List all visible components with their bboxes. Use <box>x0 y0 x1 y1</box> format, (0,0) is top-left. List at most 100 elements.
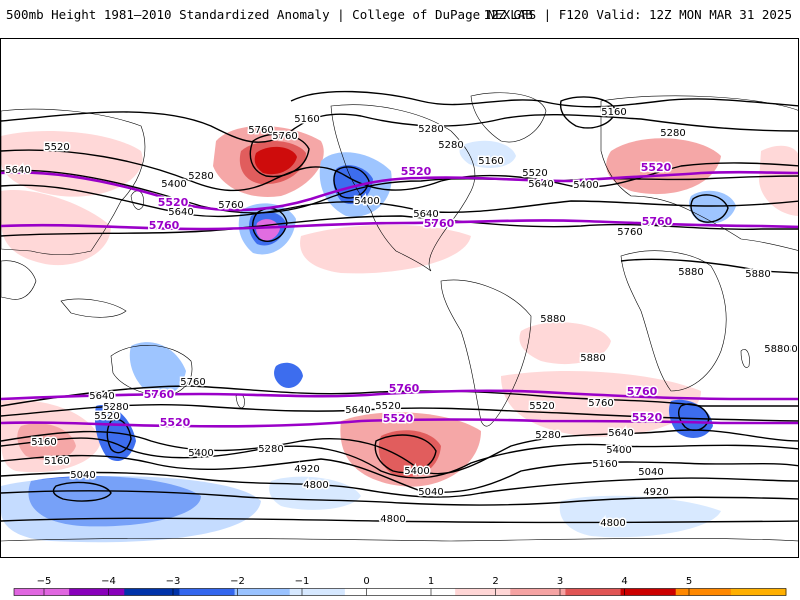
contour-label-5520: 5520 <box>375 401 400 412</box>
legend-tick-label: 4 <box>621 576 627 587</box>
contour-label-5880: 5880 <box>772 344 797 355</box>
contour-northern-5400 <box>1 149 798 192</box>
contour-label-4800: 4800 <box>303 480 328 491</box>
highlight-contour-label-5520: 5520 <box>160 416 191 429</box>
contour-label-5640: 5640 <box>5 165 30 176</box>
highlight-contour-label-5520: 5520 <box>158 196 189 209</box>
contour-label-5280: 5280 <box>535 430 560 441</box>
positive-anomaly-asia <box>1 190 111 266</box>
contour-label-5400: 5400 <box>354 196 379 207</box>
eurasia-coast <box>600 95 798 251</box>
contour-southern-5760 <box>1 385 798 407</box>
legend-tick-label: −1 <box>295 576 310 587</box>
australia-coast <box>110 345 193 397</box>
contour-northern-5520 <box>1 169 798 214</box>
contour-southern-5040 <box>1 471 798 498</box>
negative-anomaly-south-pacific-small <box>274 362 303 388</box>
contour-southern-5640 <box>1 403 798 422</box>
contour-label-5280: 5280 <box>103 402 128 413</box>
anomaly-shading <box>1 125 798 543</box>
india-coast <box>1 260 37 300</box>
contour-label-5280: 5280 <box>660 128 685 139</box>
map-title: 500mb Height 1981–2010 Standardized Anom… <box>6 7 533 22</box>
contour-label-5520: 5520 <box>94 411 119 422</box>
legend-tick-label: −3 <box>166 576 181 587</box>
highlight-south-5760 <box>1 389 798 401</box>
legend-tick-labels: −5 −4 −3 −2 −1 0 1 2 3 4 5 <box>37 576 693 587</box>
contour-label-5880: 5880 <box>764 344 789 355</box>
contour-label-5640: 5640 <box>168 207 193 218</box>
contour-label-5400: 5400 <box>161 179 186 190</box>
contour-label-5640: 5640 <box>345 405 370 416</box>
highlight-contour-label-5760: 5760 <box>642 215 673 228</box>
closed-contour-asia <box>559 96 617 129</box>
contour-label-4800: 4800 <box>600 518 625 529</box>
positive-anomaly-south-america <box>519 322 611 365</box>
closed-low-south-indian <box>106 418 132 454</box>
legend-color-swatch <box>344 588 401 596</box>
contour-label-5400: 5400 <box>188 448 213 459</box>
closed-low-antarctic <box>52 481 112 502</box>
indonesia-coast <box>60 298 127 318</box>
contour-label-layer: 5160528051605280552056405400528056405760… <box>4 106 798 531</box>
legend-tick-label: 3 <box>557 576 563 587</box>
negative-anomaly-south-pacific-band <box>269 476 361 510</box>
legend-color-swatch <box>400 588 456 596</box>
legend-tick-label: 5 <box>686 576 692 587</box>
contour-northern-5640 <box>1 184 798 218</box>
contour-label-5760: 5760 <box>617 227 642 238</box>
africa-coast <box>620 250 727 392</box>
contour-label-4920: 4920 <box>294 464 319 475</box>
run-info: 12Z GFS | F120 Valid: 12Z MON MAR 31 202… <box>483 7 792 22</box>
contour-label-5400: 5400 <box>573 180 598 191</box>
closed-low-central-pacific <box>252 207 288 242</box>
contour-label-5520: 5520 <box>44 142 69 153</box>
contour-label-5640: 5640 <box>608 428 633 439</box>
contour-label-5760: 5760 <box>248 125 273 136</box>
contour-label-5280: 5280 <box>258 444 283 455</box>
highlight-contour-label-5520: 5520 <box>401 165 432 178</box>
closed-high-south-pacific <box>374 434 437 474</box>
japan-coast <box>130 190 144 210</box>
contour-label-5280: 5280 <box>438 140 463 151</box>
legend-color-swatch <box>730 588 787 596</box>
highlight-contour-label-5760: 5760 <box>149 219 180 232</box>
legend-color-swatch <box>289 588 346 596</box>
contour-label-5160: 5160 <box>31 437 56 448</box>
contour-label-4920: 4920 <box>643 487 668 498</box>
contour-label-5880: 5880 <box>580 353 605 364</box>
map-panel: 5160 5280 5160 5280 5520 5640 5400 5280 5640 5760… <box>0 38 799 558</box>
contour-label-5400: 5400 <box>404 466 429 477</box>
highlight-south-5520 <box>1 418 798 428</box>
contour-northern-5160 <box>290 90 798 108</box>
legend-color-swatch <box>179 588 236 596</box>
contour-northern-5280 <box>1 111 798 143</box>
legend-color-swatch <box>510 588 566 596</box>
madagascar-coast <box>740 349 750 368</box>
legend-tick-label: 0 <box>363 576 369 587</box>
anomaly-legend: −5 −4 −3 −2 −1 0 1 2 3 4 5 <box>0 570 800 600</box>
closed-low-gulf-alaska <box>333 166 370 199</box>
negative-anomaly-antarctic-light <box>1 476 261 543</box>
contour-label-5280: 5280 <box>418 124 443 135</box>
positive-anomaly-europe <box>606 138 721 195</box>
legend-outline <box>13 588 787 596</box>
contour-label-5160: 5160 <box>601 107 626 118</box>
legend-color-swatch <box>124 588 180 596</box>
positive-anomaly-tropical-pacific <box>300 224 471 274</box>
legend-color-swatch <box>620 588 677 596</box>
legend-tick-label: 2 <box>492 576 498 587</box>
closed-high-north-pacific <box>249 133 310 178</box>
contour-label-5400: 5400 <box>606 445 631 456</box>
new-zealand-coast <box>235 393 245 409</box>
contour-label-5520: 5520 <box>529 401 554 412</box>
highlight-contour-label-5520: 5520 <box>641 161 672 174</box>
highlight-contours <box>1 170 798 428</box>
contour-label-5760: 5760 <box>588 398 613 409</box>
contour-label-5760: 5760 <box>218 200 243 211</box>
legend-tick-label: −5 <box>37 576 52 587</box>
contour-label-5520: 5520 <box>522 168 547 179</box>
contour-label-4800: 4800 <box>380 514 405 525</box>
highlight-contour-label-5520: 5520 <box>632 411 663 424</box>
contour-southern-4800 <box>1 517 798 524</box>
